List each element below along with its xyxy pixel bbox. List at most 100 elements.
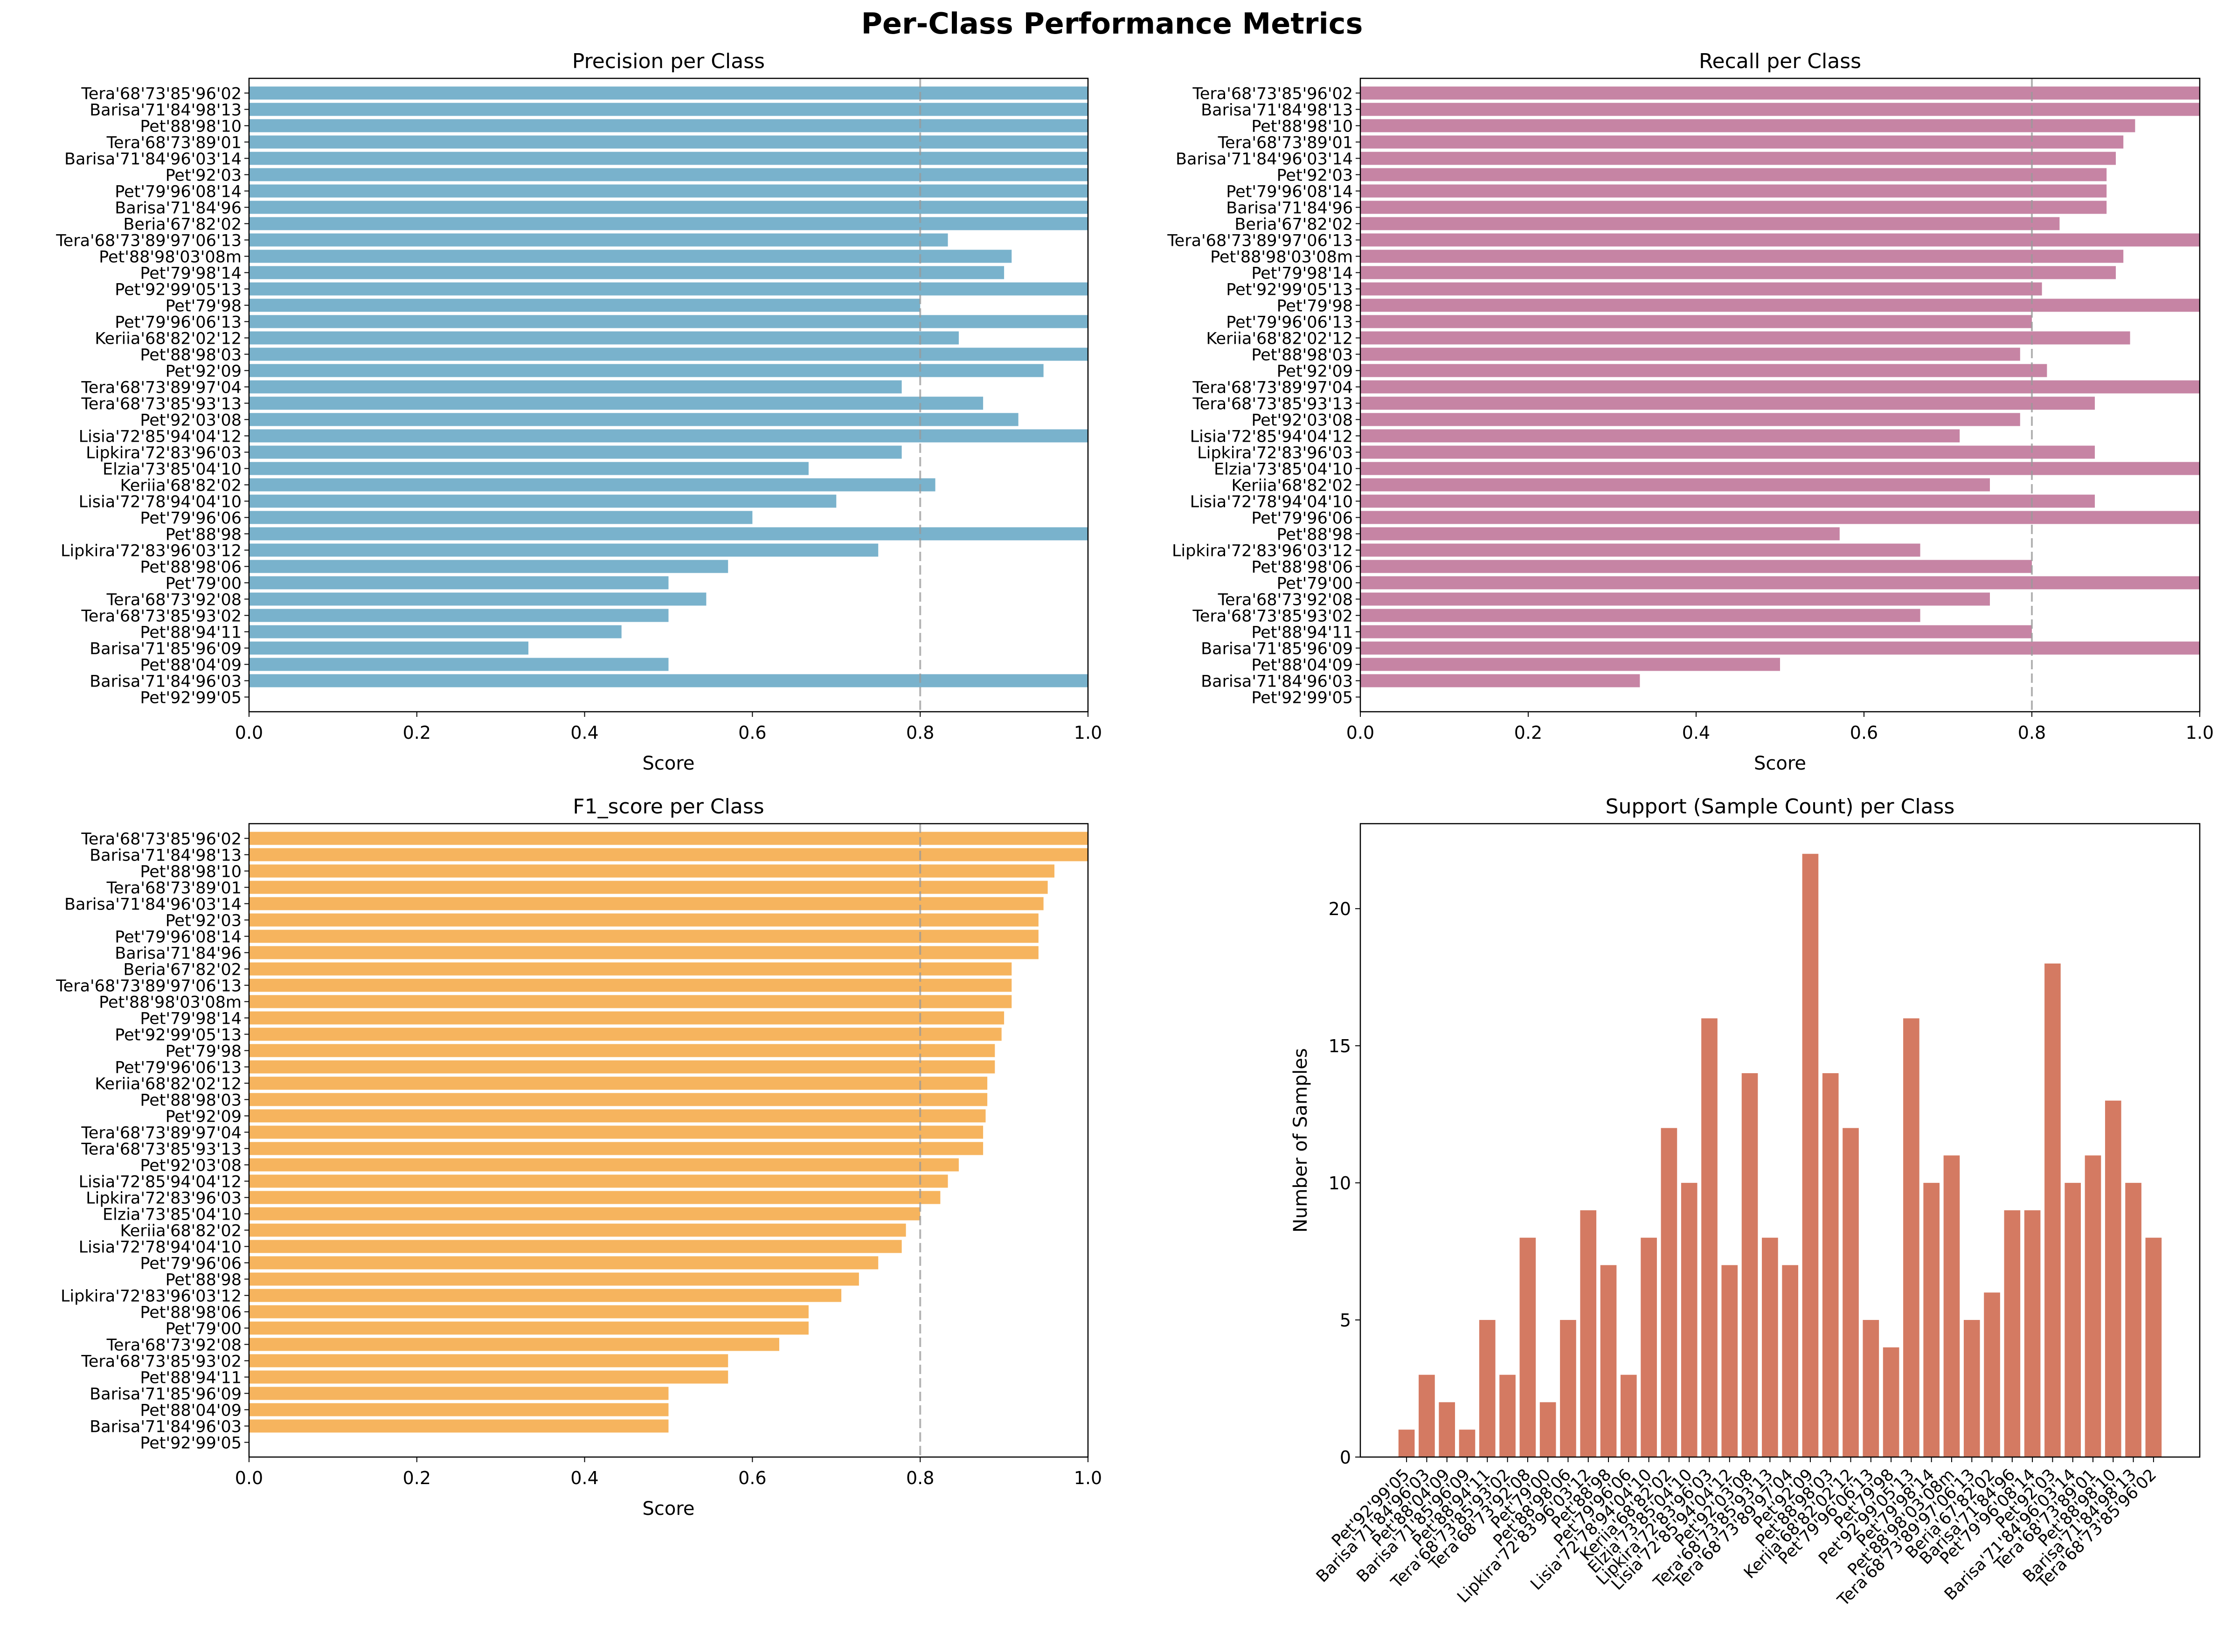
y-tick-label: Pet'88'04'09 [140, 1402, 242, 1420]
bar [249, 250, 1012, 263]
bar [1360, 364, 2047, 377]
y-tick-label: Lipkira'72'83'96'03 [86, 1189, 242, 1208]
bar [1360, 462, 2200, 475]
bar [1360, 592, 1990, 606]
bar [1580, 1210, 1597, 1457]
bar [249, 560, 728, 573]
y-tick-label: Pet'88'98'10 [140, 863, 242, 882]
bar [249, 1354, 728, 1367]
bar [1499, 1374, 1516, 1457]
y-tick-label: Pet'92'03 [166, 912, 242, 930]
bar [249, 995, 1012, 1008]
y-tick-label: 10 [1329, 1173, 1351, 1194]
panel-3: Support (Sample Count) per Class 0 5 10 15 20… [1290, 795, 2201, 1610]
y-tick-label: Pet'88'98'03'08m [99, 993, 242, 1012]
x-tick-label: 0.2 [403, 1468, 431, 1488]
bar [249, 1272, 859, 1286]
bar [2004, 1210, 2021, 1457]
bar [249, 1207, 921, 1221]
y-tick-label: Pet'79'98'14 [1251, 264, 1353, 283]
bar [1621, 1374, 1637, 1457]
y-tick-label: Lisia'72'78'94'04'10 [79, 493, 242, 512]
x-tick-label: 0.2 [403, 722, 431, 743]
bar [2044, 963, 2061, 1457]
y-axis-label: Number of Samples [1290, 1048, 1311, 1233]
y-tick-label: 15 [1329, 1036, 1351, 1056]
y-tick-label: Tera'68'73'89'01 [1218, 134, 1353, 153]
bar [249, 217, 1088, 230]
bar [1802, 854, 1819, 1457]
bar [1360, 478, 1990, 492]
bar [1360, 217, 2060, 230]
y-tick-label: Tera'68'73'89'97'04 [1192, 379, 1353, 397]
bar [1984, 1292, 2000, 1457]
bar [249, 946, 1039, 959]
x-tick-label: 0.8 [906, 722, 934, 743]
x-tick-label: 1.0 [1074, 1468, 1102, 1488]
y-tick-label: Pet'88'98'06 [140, 1304, 242, 1322]
panel-0: Precision per ClassTera'68'73'85'96'02Ba… [55, 49, 1102, 774]
bar [249, 1403, 669, 1416]
y-tick-label: Barisa'71'84'96'03'14 [1176, 150, 1353, 169]
bar [1360, 543, 1920, 557]
bar [249, 429, 1088, 443]
y-tick-label: Pet'88'04'09 [140, 656, 242, 675]
bar [1360, 331, 2130, 345]
bar [1560, 1320, 1576, 1457]
x-axis-label: Score [642, 753, 694, 774]
y-tick-label: Lipkira'72'83'96'03 [86, 444, 242, 463]
bar [249, 881, 1048, 894]
bar [249, 478, 935, 492]
y-tick-label: Pet'88'98 [166, 526, 242, 544]
y-tick-label: Pet'79'96'06 [140, 509, 242, 528]
bar [249, 168, 1088, 181]
y-tick-label: Barisa'71'84'96'03'14 [64, 895, 242, 914]
y-tick-label: Beria'67'82'02 [123, 961, 242, 979]
bar [1360, 266, 2116, 279]
bar [1822, 1073, 1839, 1457]
y-tick-label: 0 [1340, 1447, 1351, 1468]
y-tick-label: Barisa'71'84'98'13 [90, 847, 242, 865]
y-tick-label: Pet'88'98'03'08m [99, 248, 242, 267]
y-tick-label: Barisa'71'85'96'09 [90, 1385, 242, 1404]
y-tick-label: Tera'68'73'89'97'04 [81, 1124, 242, 1143]
y-tick-label: Tera'68'73'85'93'13 [81, 1140, 242, 1159]
y-tick-label: Pet'88'98 [1277, 526, 1353, 544]
bar [1360, 625, 2032, 639]
y-tick-label: Lisia'72'85'94'04'12 [1190, 428, 1353, 446]
y-tick-label: Elzia'73'85'04'10 [103, 460, 242, 479]
bar [1762, 1237, 1778, 1457]
bar [1360, 282, 2042, 296]
y-tick-label: Keriia'68'82'02 [120, 477, 242, 495]
panel-2: F1_score per ClassTera'68'73'85'96'02Bar… [55, 795, 1102, 1520]
bar [1360, 233, 2200, 247]
y-tick-label: Lisia'72'78'94'04'10 [79, 1238, 242, 1257]
bar [249, 1305, 809, 1319]
x-tick-label: 0.6 [738, 1468, 766, 1488]
y-tick-label: 5 [1340, 1310, 1351, 1331]
y-tick-label: Pet'92'99'05'13 [115, 281, 242, 299]
y-tick-label: Barisa'71'85'96'09 [1201, 640, 1353, 659]
bar [2024, 1210, 2041, 1457]
bar [249, 1174, 948, 1188]
panel-1: Recall per ClassTera'68'73'85'96'02Baris… [1167, 49, 2214, 774]
bar [1360, 119, 2135, 132]
x-tick-label: 0.8 [2018, 722, 2046, 743]
axes-frame [248, 823, 1089, 1458]
bar [249, 1419, 669, 1433]
bar [249, 184, 1088, 198]
y-tick-label: Pet'88'98'03 [140, 1091, 242, 1110]
bar [2125, 1183, 2141, 1457]
bar [249, 445, 902, 459]
bar [1903, 1018, 1919, 1457]
y-tick-label: Pet'79'96'06'13 [115, 1059, 242, 1077]
bar [1360, 168, 2107, 181]
bar [249, 1223, 906, 1237]
bar [1439, 1402, 1455, 1457]
y-tick-label: Tera'68'73'85'96'02 [81, 830, 242, 849]
bar [249, 1076, 988, 1090]
bar [249, 1370, 728, 1384]
y-tick-label: Pet'92'99'05 [1251, 689, 1353, 708]
y-tick-label: Pet'79'96'06 [140, 1255, 242, 1273]
